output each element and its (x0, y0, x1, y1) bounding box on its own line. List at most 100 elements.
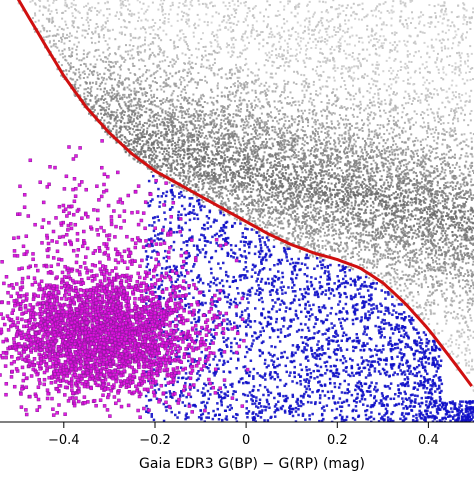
background-point (295, 58, 297, 60)
background-point (341, 65, 343, 67)
background-point (414, 140, 416, 142)
background-point (166, 150, 168, 152)
background-point (464, 105, 466, 107)
background-point (280, 200, 282, 202)
background-point (297, 13, 299, 15)
background-point (92, 33, 94, 35)
background-point (341, 218, 343, 220)
background-point (257, 98, 259, 100)
background-point (442, 296, 444, 298)
background-point (203, 127, 205, 129)
background-point (312, 113, 314, 115)
background-point (229, 193, 231, 195)
background-point (94, 98, 96, 100)
background-point (156, 147, 158, 149)
background-point (313, 219, 315, 221)
background-point (253, 83, 255, 85)
background-point (412, 232, 414, 234)
background-point (391, 18, 393, 20)
background-point (430, 266, 432, 268)
background-point (453, 246, 455, 248)
background-point (312, 16, 314, 18)
background-point (452, 198, 454, 200)
background-point (294, 211, 296, 213)
background-point (177, 156, 179, 158)
background-point (130, 33, 132, 35)
background-point (361, 127, 363, 129)
background-point (299, 137, 301, 139)
background-point (281, 107, 283, 109)
background-point (318, 196, 320, 198)
background-point (172, 109, 174, 111)
background-point (249, 180, 251, 182)
background-point (148, 44, 150, 46)
background-point (280, 94, 282, 96)
background-point (225, 145, 227, 147)
background-point (467, 65, 469, 67)
background-point (156, 89, 158, 91)
background-point (284, 85, 286, 87)
background-point (134, 37, 136, 39)
background-point (409, 122, 411, 124)
background-point (232, 43, 234, 45)
background-point (245, 116, 247, 118)
background-point (157, 53, 159, 55)
background-point (451, 84, 453, 86)
background-point (234, 73, 236, 75)
background-point (439, 263, 441, 265)
background-point (437, 332, 439, 334)
background-point (280, 46, 282, 48)
background-point (217, 74, 219, 76)
background-point (432, 262, 434, 264)
background-point (342, 172, 344, 174)
background-point (86, 56, 88, 58)
background-point (50, 46, 52, 48)
background-point (248, 118, 250, 120)
background-point (58, 40, 60, 42)
background-point (291, 192, 293, 194)
background-point (136, 91, 138, 93)
background-point (159, 142, 161, 144)
background-point (202, 179, 204, 181)
background-point (291, 218, 293, 220)
background-point (393, 159, 395, 161)
background-point (347, 199, 349, 201)
background-point (444, 253, 446, 255)
background-point (397, 112, 399, 114)
background-point (266, 162, 268, 164)
background-point (152, 63, 154, 65)
background-point (182, 15, 184, 17)
background-point (149, 150, 151, 152)
background-point (380, 45, 382, 47)
background-point (64, 48, 66, 50)
background-point (469, 352, 471, 354)
background-point (192, 129, 194, 131)
background-point (188, 102, 190, 104)
background-point (188, 140, 190, 142)
background-point (286, 132, 288, 134)
background-point (310, 139, 312, 141)
background-point (271, 50, 273, 52)
background-point (429, 56, 431, 58)
background-point (461, 352, 463, 354)
background-point (372, 222, 374, 224)
background-point (297, 43, 299, 45)
background-point (452, 283, 454, 285)
background-point (327, 76, 329, 78)
background-point (270, 111, 272, 113)
background-point (234, 100, 236, 102)
background-point (296, 143, 298, 145)
background-point (368, 243, 370, 245)
background-point (350, 15, 352, 17)
background-point (139, 108, 141, 110)
background-point (381, 42, 383, 44)
background-point (321, 131, 323, 133)
background-point (319, 123, 321, 125)
background-point (198, 100, 200, 102)
background-point (187, 72, 189, 74)
background-point (249, 10, 251, 12)
background-point (429, 26, 431, 28)
background-point (300, 229, 302, 231)
background-point (196, 143, 198, 145)
background-point (326, 189, 328, 191)
